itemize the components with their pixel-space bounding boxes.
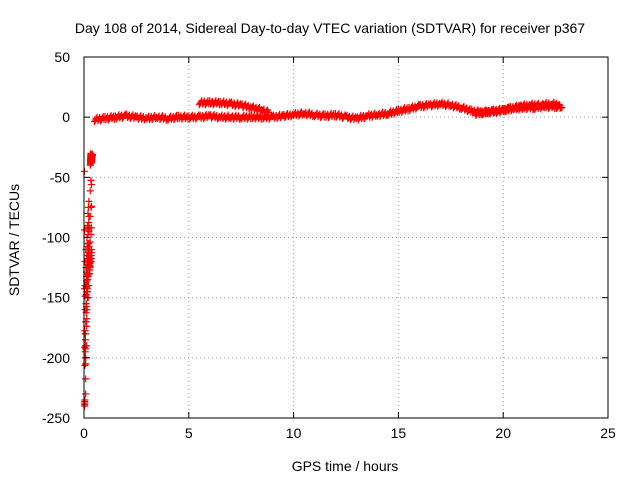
data-points bbox=[80, 97, 566, 410]
y-axis-label: SDTVAR / TECUs bbox=[6, 184, 22, 296]
data-point bbox=[87, 246, 95, 254]
data-point bbox=[88, 150, 96, 158]
data-point bbox=[81, 330, 89, 338]
data-point bbox=[84, 288, 92, 296]
x-tick-label: 15 bbox=[391, 425, 407, 441]
data-point bbox=[82, 375, 90, 383]
y-tick-label: -100 bbox=[42, 230, 70, 246]
tick-labels: 0 5 10 15 20 25 -250 -200 -150 -100 -50 0 50 bbox=[42, 49, 616, 441]
data-point bbox=[86, 264, 94, 272]
data-point bbox=[86, 238, 94, 246]
y-tick-label: -250 bbox=[42, 410, 70, 426]
y-tick-label: 50 bbox=[54, 49, 70, 65]
data-point bbox=[82, 390, 90, 398]
y-tick-label: -200 bbox=[42, 350, 70, 366]
data-point bbox=[264, 108, 272, 116]
data-point bbox=[87, 224, 95, 232]
data-point bbox=[81, 396, 89, 404]
data-point bbox=[82, 345, 90, 353]
axis-ticks bbox=[83, 56, 609, 419]
x-tick-label: 10 bbox=[286, 425, 302, 441]
data-point bbox=[556, 101, 564, 109]
data-point bbox=[84, 271, 92, 279]
data-point bbox=[85, 218, 93, 226]
x-tick-label: 0 bbox=[80, 425, 88, 441]
y-tick-label: -50 bbox=[50, 169, 70, 185]
data-point bbox=[81, 361, 89, 369]
data-point bbox=[87, 181, 95, 189]
y-tick-label: -150 bbox=[42, 290, 70, 306]
data-point bbox=[86, 187, 94, 195]
x-tick-label: 25 bbox=[600, 425, 616, 441]
data-point bbox=[87, 202, 95, 210]
x-tick-label: 20 bbox=[495, 425, 511, 441]
data-point bbox=[86, 212, 94, 220]
data-point bbox=[82, 360, 90, 368]
y-tick-label: 0 bbox=[62, 109, 70, 125]
x-tick-label: 5 bbox=[185, 425, 193, 441]
data-point bbox=[87, 230, 95, 238]
chart-title: Day 108 of 2014, Sidereal Day-to-day VTE… bbox=[75, 20, 585, 36]
data-point bbox=[83, 306, 91, 314]
data-point bbox=[85, 282, 93, 290]
data-point bbox=[555, 100, 563, 108]
data-point bbox=[85, 197, 93, 205]
data-point bbox=[81, 336, 89, 344]
x-axis-label: GPS time / hours bbox=[292, 458, 399, 474]
